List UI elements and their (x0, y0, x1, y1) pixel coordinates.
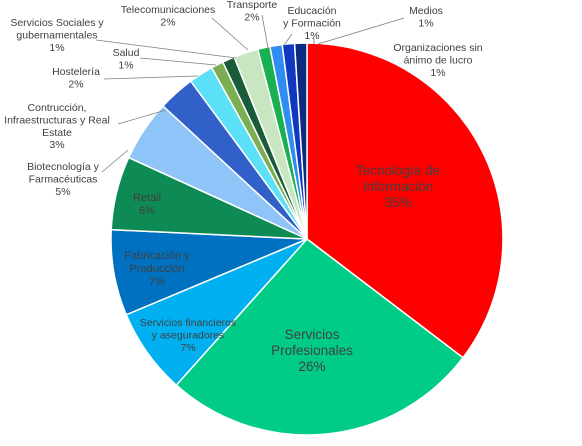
leader-line-11 (211, 17, 249, 51)
slice-name-line: Tecnología de (356, 163, 440, 178)
slice-label-9: Salud 1% (113, 47, 140, 71)
slice-name-line: Transporte (227, 0, 278, 11)
slice-name-line: Contrucción, (28, 102, 87, 114)
slice-label-10: Servicios Sociales y gubernamentales 1% (10, 17, 104, 54)
leader-line-14 (317, 17, 405, 45)
slice-label-12: Transporte 2% (227, 0, 278, 23)
leader-line-7 (117, 109, 167, 125)
slice-name-line: Fabricación y (124, 250, 190, 262)
slice-label-8: Hostelería 2% (52, 66, 100, 90)
leader-line-13 (283, 33, 293, 46)
slice-name-line: Organizaciones sin (393, 42, 482, 54)
slice-name-line: Estate (42, 127, 72, 139)
slice-value-label: 1% (49, 42, 64, 54)
leader-line-10 (95, 39, 237, 59)
slice-value-label: 1% (304, 30, 319, 42)
leader-line-9 (139, 57, 217, 66)
slice-name-line: Información (363, 179, 434, 194)
slice-label-15: Organizaciones sin ánimo de lucro 1% (393, 42, 482, 79)
slice-value-label: 1% (430, 67, 445, 79)
pie-slice-15 (293, 42, 308, 240)
slice-name-line: Servicios Sociales y (10, 17, 104, 29)
slice-name-line: Educación (287, 5, 336, 17)
slice-name-line: Profesionales (271, 343, 353, 358)
slice-name-line: y Formación (283, 17, 341, 29)
slice-value-label: 7% (149, 276, 165, 288)
slice-name-line: Retail (133, 192, 161, 204)
slice-label-2: Servicios Profesionales 26% (271, 327, 353, 374)
slice-label-1: Tecnología de Información 35% (356, 163, 440, 210)
slice-name-line: Infraestructuras y Real (4, 114, 110, 126)
slice-name-line: Servicios financieros (140, 317, 236, 329)
slice-label-3: Servicios financieros y aseguradores 7% (140, 317, 236, 354)
leader-line-8 (103, 75, 199, 80)
slice-name-line: Hostelería (52, 66, 100, 78)
leader-line-6 (101, 149, 129, 173)
slice-label-7: Contrucción, Infraestructuras y Real Estat… (4, 102, 110, 151)
slice-value-label: 7% (180, 342, 195, 354)
slice-name-line: Farmacéuticas (29, 173, 98, 185)
leader-line-12 (261, 14, 269, 49)
slice-name-line: Biotecnología y (27, 161, 100, 173)
slice-value-label: 3% (49, 139, 64, 151)
slice-value-label: 26% (298, 359, 325, 374)
slice-name-line: gubernamentales (16, 29, 97, 41)
slice-name-line: Producción (129, 263, 184, 275)
slice-label-14: Medios 1% (409, 5, 443, 29)
slice-value-label: 6% (139, 205, 155, 217)
slice-value-label: 35% (384, 195, 411, 210)
slice-name-line: Telecomunicaciones (121, 4, 216, 16)
slice-value-label: 1% (418, 17, 433, 29)
slice-value-label: 2% (244, 11, 259, 23)
slice-label-5: Retail 6% (133, 192, 161, 217)
slice-name-line: Salud (113, 47, 140, 59)
pie-slice-2 (175, 237, 465, 436)
slice-name-line: Servicios (285, 327, 340, 342)
slice-label-13: Educación y Formación 1% (283, 5, 341, 42)
slice-label-11: Telecomunicaciones 2% (121, 4, 216, 28)
slice-value-label: 5% (55, 186, 70, 198)
slice-name-line: Medios (409, 5, 443, 17)
slice-label-6: Biotecnología y Farmacéuticas 5% (27, 161, 100, 198)
slice-name-line: ánimo de lucro (404, 54, 473, 66)
slice-label-4: Fabricación y Producción 7% (124, 250, 190, 288)
slice-name-line: y aseguradores (152, 329, 224, 341)
slice-value-label: 1% (118, 59, 133, 71)
pie-slice-1 (306, 42, 504, 359)
slice-value-label: 2% (160, 16, 175, 28)
slice-value-label: 2% (68, 78, 83, 90)
